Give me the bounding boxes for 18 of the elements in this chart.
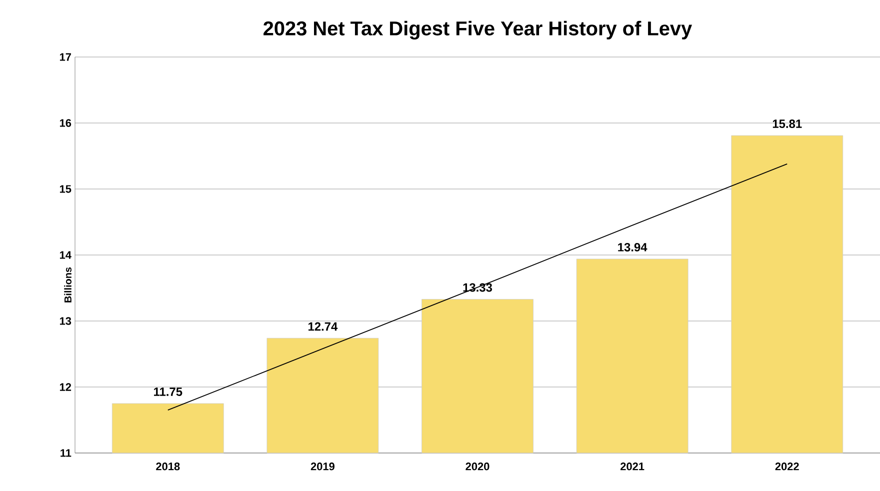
y-tick-label: 14: [60, 251, 72, 259]
x-tick-label: 2022: [775, 462, 799, 470]
y-tick-label: 17: [60, 53, 71, 61]
data-label: 13.94: [618, 242, 648, 252]
data-label: 11.75: [154, 388, 182, 396]
y-tick-label: 16: [60, 119, 72, 127]
x-tick-label: 2020: [466, 462, 490, 470]
data-label: 15.81: [772, 120, 802, 128]
y-tick-label: 11: [60, 449, 72, 457]
y-axis-title: Billions: [64, 267, 72, 302]
x-tick-label: 2019: [310, 462, 334, 470]
y-tick-label: 13: [60, 317, 72, 325]
x-tick-label: 2021: [620, 462, 644, 470]
x-tick-label: 2018: [156, 462, 180, 470]
chart-title: 2023 Net Tax Digest Five Year History of Levy: [264, 20, 692, 40]
data-label: 12.74: [308, 322, 338, 331]
y-tick-label: 15: [60, 185, 72, 193]
y-tick-label: 12: [60, 383, 72, 391]
